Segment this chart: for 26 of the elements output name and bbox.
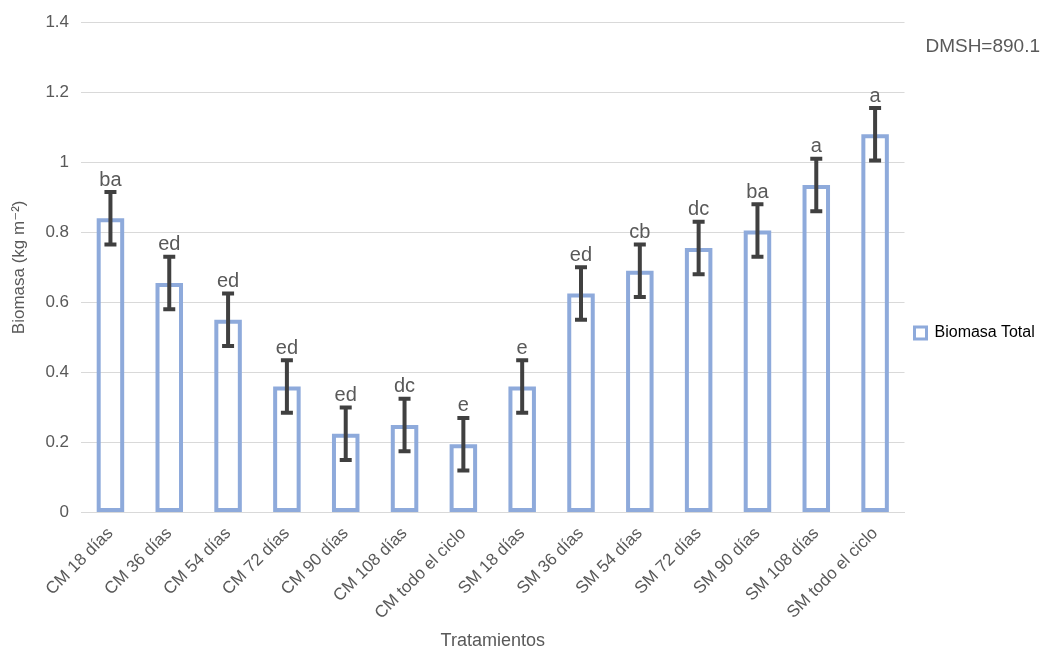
y-axis-title: Biomasa (kg m⁻²) xyxy=(8,200,28,335)
y-tick-label: 1.2 xyxy=(45,81,70,101)
annotation: ed xyxy=(569,242,593,265)
annotation: dc xyxy=(688,197,710,220)
x-axis-title: Tratamientos xyxy=(440,630,545,651)
annotation: ed xyxy=(275,335,299,358)
y-tick-label: 0.6 xyxy=(45,292,70,312)
annotation: a xyxy=(869,83,882,106)
y-tick-label: 0.2 xyxy=(45,432,70,452)
annotation: cb xyxy=(629,220,651,243)
y-tick-label: 0.4 xyxy=(45,362,70,382)
annotation: e xyxy=(457,393,469,416)
text: DMSH=890.1 xyxy=(925,35,1040,57)
annotation: ba xyxy=(746,179,770,202)
legend-label: Biomasa Total xyxy=(934,323,1035,341)
y-tick-label: 0 xyxy=(59,502,70,522)
annotation: ed xyxy=(334,382,357,405)
y-tick-label: 1 xyxy=(59,151,70,171)
annotation: ba xyxy=(99,167,123,190)
annotation: a xyxy=(810,134,823,157)
annotation: ed xyxy=(216,269,240,292)
annotation: dc xyxy=(393,374,416,397)
annotation: e xyxy=(516,335,528,358)
y-tick-label: 0.8 xyxy=(45,222,70,241)
y-tick-label: 1.4 xyxy=(45,11,70,31)
annotation: ed xyxy=(158,232,181,255)
